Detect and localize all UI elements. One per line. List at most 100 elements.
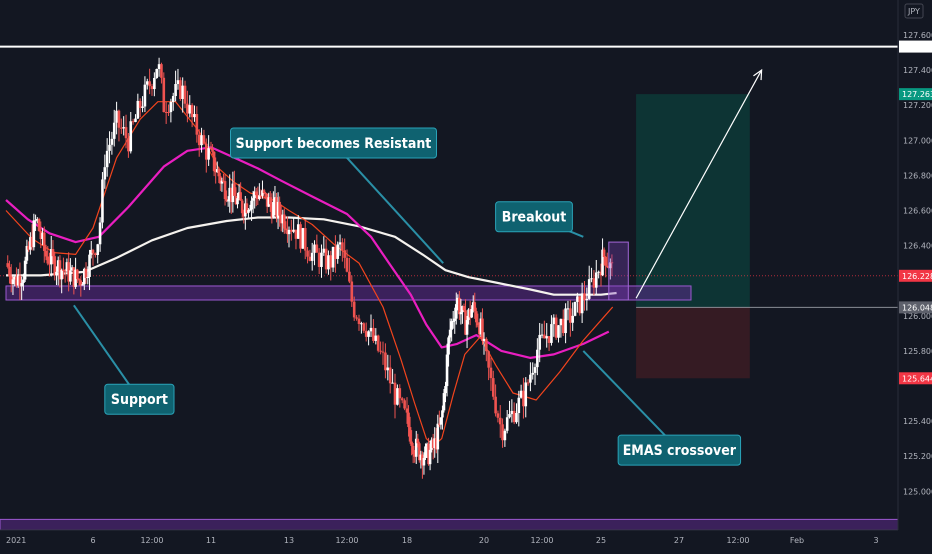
- candle-up: [557, 325, 560, 338]
- candle-up: [258, 195, 261, 199]
- candle-up: [559, 318, 563, 326]
- candle-up: [29, 237, 32, 250]
- candle-down: [438, 423, 441, 425]
- candle-down: [345, 257, 349, 272]
- candle-up: [281, 214, 285, 224]
- candle-up: [336, 244, 340, 259]
- candle-up: [391, 382, 394, 384]
- candle-down: [522, 390, 525, 407]
- candle-down: [63, 270, 67, 272]
- candle-down: [91, 249, 95, 254]
- candle-up: [98, 222, 102, 245]
- price-tick-label: 126.800: [903, 171, 932, 180]
- price-tag-label: 125.644: [902, 374, 932, 383]
- candle-down: [498, 417, 502, 425]
- candle-down: [496, 413, 500, 418]
- candle-down: [233, 183, 236, 196]
- price-tick-label: 127.400: [903, 66, 932, 75]
- candle-up: [122, 127, 125, 129]
- candle-up: [545, 336, 549, 339]
- candle-up: [436, 423, 440, 450]
- callout-pointer: [582, 350, 681, 451]
- candle-up: [110, 138, 114, 145]
- candle-down: [405, 408, 409, 413]
- candle-up: [200, 135, 203, 146]
- callout-pointer: [332, 142, 444, 264]
- candle-up: [155, 68, 159, 78]
- candle-down: [299, 224, 302, 249]
- candle-down: [501, 424, 504, 441]
- candle-down: [341, 242, 344, 251]
- forecast-arrow: [635, 69, 763, 299]
- time-tick-label: 6: [90, 536, 95, 545]
- candle-down: [329, 255, 333, 268]
- candle-down: [219, 176, 222, 184]
- candle-up: [445, 354, 449, 387]
- time-tick-label: 11: [206, 536, 216, 545]
- candle-up: [267, 197, 271, 207]
- candle-down: [8, 266, 11, 277]
- price-tag: [899, 301, 932, 314]
- candle-up: [108, 144, 111, 151]
- candle-up: [430, 439, 433, 450]
- candle-up: [503, 430, 507, 441]
- candle-up: [248, 209, 252, 211]
- candle-up: [181, 85, 184, 99]
- candle-down: [468, 309, 472, 318]
- candle-down: [53, 256, 57, 276]
- price-tick-label: 127.200: [903, 101, 932, 110]
- candle-up: [236, 198, 239, 205]
- candle-down: [239, 192, 242, 201]
- candle-up: [129, 121, 133, 152]
- candle-up: [479, 318, 483, 335]
- candle-down: [79, 280, 83, 286]
- candle-down: [162, 77, 166, 113]
- candle-down: [431, 439, 435, 449]
- candle-down: [398, 388, 402, 399]
- candle-down: [265, 193, 269, 207]
- candle-down: [602, 249, 606, 257]
- candle-up: [367, 331, 370, 337]
- callout-label: Breakout: [502, 210, 567, 226]
- time-tick-label: Feb: [790, 536, 804, 545]
- candle-up: [145, 81, 149, 85]
- price-tick-label: 127.000: [903, 136, 932, 145]
- candle-down: [348, 271, 351, 282]
- candle-down: [475, 311, 478, 323]
- candle-down: [434, 438, 438, 450]
- candle-down: [167, 112, 170, 114]
- candle-down: [197, 134, 201, 146]
- time-tick-label: 12:00: [726, 536, 749, 545]
- candle-up: [453, 318, 457, 321]
- candle-down: [39, 231, 43, 239]
- price-tag: [899, 88, 932, 101]
- candle-up: [23, 260, 27, 280]
- candle-down: [256, 195, 260, 199]
- candle-up: [136, 100, 140, 119]
- price-tick-label: 126.000: [903, 312, 932, 321]
- candle-up: [508, 414, 511, 418]
- candle-down: [372, 327, 375, 341]
- callout-box: [230, 127, 437, 159]
- candle-up: [433, 438, 437, 449]
- candle-up: [322, 248, 326, 253]
- candle-up: [456, 297, 460, 305]
- candle-down: [403, 400, 406, 409]
- candle-up: [49, 249, 53, 265]
- time-tick-label: 13: [284, 536, 294, 545]
- currency-badge: [904, 3, 924, 19]
- candle-down: [30, 237, 34, 248]
- candle-up: [459, 312, 463, 315]
- candle-down: [245, 203, 249, 213]
- price-tick-label: 126.400: [903, 242, 932, 251]
- candle-down: [324, 248, 328, 270]
- candles-layer: [6, 57, 614, 479]
- candle-down: [84, 268, 88, 279]
- candle-down: [381, 351, 385, 353]
- candle-down: [67, 262, 70, 282]
- candle-down: [204, 143, 208, 160]
- candle-up: [451, 320, 455, 322]
- candle-down: [268, 197, 272, 205]
- candle-down: [264, 192, 267, 194]
